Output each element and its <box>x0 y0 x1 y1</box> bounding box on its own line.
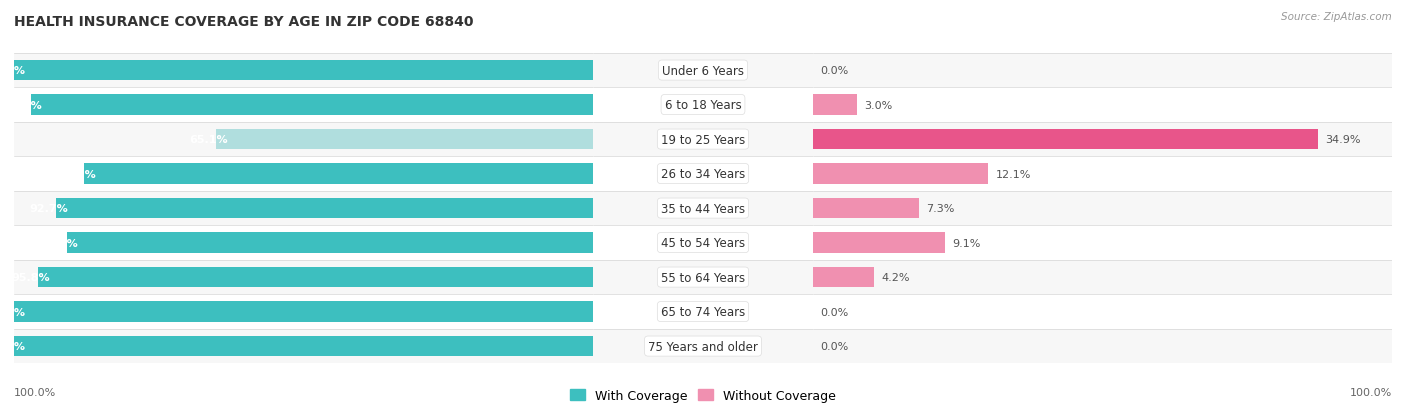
Text: 35 to 44 Years: 35 to 44 Years <box>661 202 745 215</box>
Bar <box>0 329 1406 363</box>
Text: 9.1%: 9.1% <box>952 238 980 248</box>
Bar <box>813 164 988 185</box>
Text: 100.0%: 100.0% <box>14 387 56 397</box>
Text: 0.0%: 0.0% <box>821 66 849 76</box>
Bar <box>0 226 1406 260</box>
Bar <box>0 54 1406 88</box>
Text: 97.1%: 97.1% <box>4 100 42 110</box>
Bar <box>0 54 1406 88</box>
Bar <box>0 157 1406 191</box>
Bar <box>0 54 1406 88</box>
Bar <box>0 260 1406 294</box>
Text: 75 Years and older: 75 Years and older <box>648 340 758 353</box>
Text: Source: ZipAtlas.com: Source: ZipAtlas.com <box>1281 12 1392 22</box>
Bar <box>0 260 1406 294</box>
Bar <box>0 226 1406 260</box>
Bar <box>0 191 1406 226</box>
Text: 87.9%: 87.9% <box>56 169 96 179</box>
Text: 4.2%: 4.2% <box>882 273 910 282</box>
Text: 3.0%: 3.0% <box>863 100 893 110</box>
Text: 26 to 34 Years: 26 to 34 Years <box>661 168 745 180</box>
Text: 100.0%: 100.0% <box>1350 387 1392 397</box>
Bar <box>0 157 1406 191</box>
Bar <box>0 88 1406 123</box>
Bar <box>0 329 1406 363</box>
Bar <box>14 61 593 81</box>
Text: 100.0%: 100.0% <box>0 307 25 317</box>
Bar <box>813 95 856 116</box>
Bar <box>0 123 1406 157</box>
Text: 100.0%: 100.0% <box>0 66 25 76</box>
Bar <box>813 129 1319 150</box>
Bar <box>813 233 945 253</box>
Bar <box>84 164 593 185</box>
Bar <box>0 260 1406 294</box>
Text: Under 6 Years: Under 6 Years <box>662 64 744 77</box>
Bar <box>0 294 1406 329</box>
Text: 34.9%: 34.9% <box>1326 135 1361 145</box>
Text: HEALTH INSURANCE COVERAGE BY AGE IN ZIP CODE 68840: HEALTH INSURANCE COVERAGE BY AGE IN ZIP … <box>14 15 474 29</box>
Text: 0.0%: 0.0% <box>821 307 849 317</box>
Bar <box>217 129 593 150</box>
Bar <box>0 88 1406 123</box>
Bar <box>38 267 593 288</box>
Text: 0.0%: 0.0% <box>821 341 849 351</box>
Bar <box>0 191 1406 226</box>
Bar <box>0 226 1406 260</box>
Text: 90.9%: 90.9% <box>39 238 79 248</box>
Text: 65 to 74 Years: 65 to 74 Years <box>661 305 745 318</box>
Bar <box>56 198 593 219</box>
Bar <box>813 267 875 288</box>
Text: 100.0%: 100.0% <box>0 341 25 351</box>
Bar <box>0 88 1406 123</box>
Bar <box>0 294 1406 329</box>
Bar <box>0 191 1406 226</box>
Text: 45 to 54 Years: 45 to 54 Years <box>661 237 745 249</box>
Text: 6 to 18 Years: 6 to 18 Years <box>665 99 741 112</box>
Legend: With Coverage, Without Coverage: With Coverage, Without Coverage <box>565 384 841 407</box>
Bar <box>813 198 920 219</box>
Text: 19 to 25 Years: 19 to 25 Years <box>661 133 745 146</box>
Text: 92.7%: 92.7% <box>30 204 67 214</box>
Bar <box>66 233 593 253</box>
Text: 7.3%: 7.3% <box>927 204 955 214</box>
Bar <box>14 301 593 322</box>
Text: 55 to 64 Years: 55 to 64 Years <box>661 271 745 284</box>
Bar <box>0 329 1406 363</box>
Text: 95.8%: 95.8% <box>11 273 51 282</box>
Bar <box>14 336 593 356</box>
Text: 65.1%: 65.1% <box>188 135 228 145</box>
Bar <box>0 123 1406 157</box>
Bar <box>31 95 593 116</box>
Text: 12.1%: 12.1% <box>995 169 1031 179</box>
Bar <box>0 294 1406 329</box>
Bar <box>0 123 1406 157</box>
Bar <box>0 157 1406 191</box>
